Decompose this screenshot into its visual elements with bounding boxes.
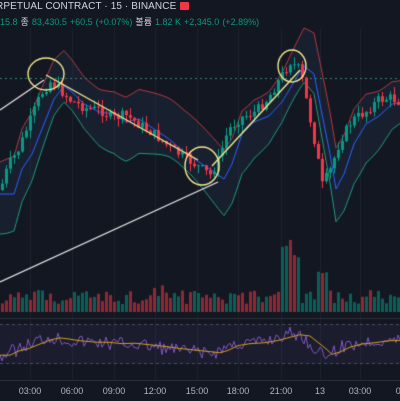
symbol-title-text: RPETUAL CONTRACT · 15 · BINANCE (0, 1, 177, 12)
stat-value: (+2.89%) (222, 17, 260, 27)
flag-icon[interactable] (180, 2, 190, 11)
time-axis[interactable]: 03:00 06:00 09:00 12:00 15:00 18:00 21:00 13 03:… (0, 380, 400, 401)
stat-value: (+0.07%) (95, 17, 133, 27)
stat-value: 볼륨 (135, 17, 152, 27)
stat-value: +60.5 (69, 17, 93, 27)
stat-value: +2,345.0 (184, 17, 220, 27)
time-axis-label: 09:00 (102, 386, 126, 396)
time-axis-label: 18:00 (226, 386, 250, 396)
stat-value: 83,430.5 (31, 17, 67, 27)
stat-value: 1.82 K (154, 17, 182, 27)
time-axis-label: 12:00 (143, 386, 167, 396)
time-axis-label: 13 (314, 386, 326, 396)
time-axis-label: 03:00 (348, 386, 372, 396)
stat-value: 15.8 (0, 17, 18, 27)
time-axis-label: 06:00 (60, 386, 84, 396)
time-axis-label: 03:00 (18, 386, 42, 396)
symbol-title[interactable]: RPETUAL CONTRACT · 15 · BINANCE (0, 1, 190, 12)
time-axis-label: 21:00 (269, 386, 293, 396)
stat-value: 종 (20, 17, 29, 27)
time-axis-label: 15:00 (185, 386, 209, 396)
ohlc-stats: 15.8 종 83,430.5 +60.5 (+0.07%) 볼륨 1.82 K +2,345… (0, 15, 262, 28)
time-axis-label: 06: (395, 386, 400, 396)
